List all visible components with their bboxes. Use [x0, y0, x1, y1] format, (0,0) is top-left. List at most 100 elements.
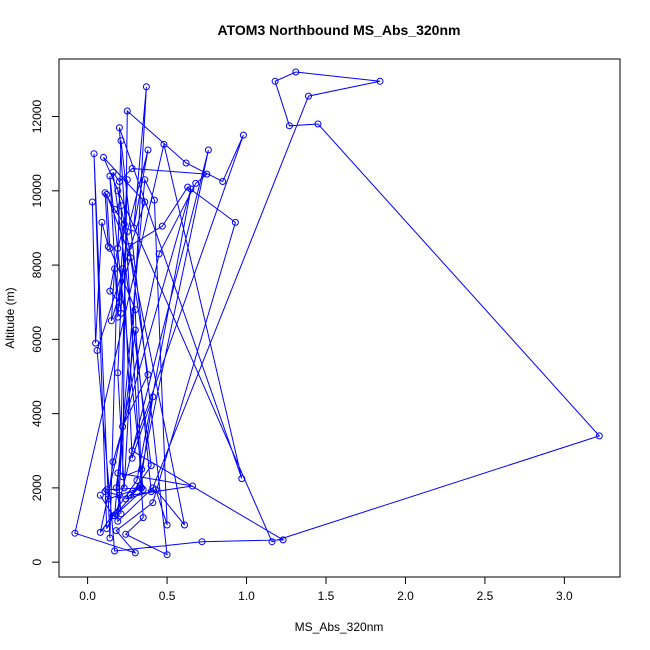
data-point [136, 484, 144, 492]
x-tick-label: 1.5 [318, 589, 335, 603]
data-point [182, 159, 190, 167]
data-point [127, 254, 134, 262]
data-point [292, 68, 300, 76]
data-point [192, 179, 200, 187]
data-point [92, 339, 100, 347]
y-tick-label: 2000 [30, 474, 44, 501]
data-point [123, 107, 131, 115]
data-point [123, 176, 131, 184]
data-point [115, 124, 123, 132]
data-point [103, 486, 111, 494]
data-point [122, 530, 130, 538]
data-point [117, 137, 125, 145]
data-point [93, 347, 101, 354]
y-axis: 0 2000 4000 6000 8000 10000 12000 [30, 100, 60, 565]
data-point [100, 153, 107, 161]
data-point [285, 122, 293, 130]
data-point [119, 265, 127, 273]
data-point [163, 551, 171, 559]
data-point [115, 491, 123, 499]
data-point [138, 465, 146, 473]
data-point [160, 140, 168, 148]
data-point [127, 491, 134, 499]
data-point [114, 313, 122, 321]
data-point [96, 528, 104, 536]
data-point [136, 482, 144, 490]
data-point [112, 484, 120, 492]
data-point [114, 369, 122, 377]
chart-title: ATOM3 Northbound MS_Abs_320nm [218, 22, 461, 38]
data-point [104, 243, 112, 250]
data-point [141, 176, 149, 184]
data-point [131, 326, 139, 334]
data-point [144, 371, 152, 379]
data-point [109, 168, 117, 176]
y-tick-label: 6000 [30, 326, 44, 353]
data-point [125, 243, 133, 250]
data-point [189, 482, 196, 490]
data-point [117, 510, 125, 518]
data-point [119, 473, 127, 481]
data-point [238, 475, 246, 483]
data-point [128, 454, 136, 462]
data-point [279, 536, 287, 544]
data-point [96, 491, 104, 499]
data-point [133, 477, 141, 484]
y-tick-label: 0 [30, 558, 44, 565]
x-axis: 0.0 0.5 1.0 1.5 2.0 2.5 3.0 [79, 576, 573, 603]
data-point [268, 538, 276, 546]
data-point [147, 462, 155, 470]
data-point [120, 220, 128, 228]
data-layer [71, 68, 603, 559]
y-tick-label: 10000 [30, 174, 44, 208]
data-point [150, 196, 158, 204]
data-point [239, 131, 247, 139]
data-point [103, 525, 111, 533]
data-point [131, 549, 139, 557]
data-point [203, 170, 211, 178]
x-tick-label: 2.5 [477, 589, 494, 603]
data-point [90, 150, 98, 158]
x-tick-label: 3.0 [556, 589, 573, 603]
data-point [109, 512, 117, 520]
data-point [181, 521, 188, 529]
series-line [74, 71, 601, 556]
data-point [117, 202, 125, 210]
data-point [71, 529, 79, 537]
y-tick-label: 12000 [30, 100, 44, 134]
data-point [101, 488, 109, 496]
data-point [141, 198, 149, 206]
data-point [123, 228, 131, 236]
data-point [106, 534, 114, 542]
data-point [139, 514, 147, 522]
data-point [107, 317, 115, 325]
data-point [122, 495, 130, 503]
data-point [376, 77, 384, 85]
data-point [101, 189, 109, 197]
data-point [131, 306, 139, 314]
data-point [104, 495, 112, 503]
data-point [128, 447, 136, 455]
data-point [231, 218, 239, 226]
data-point [106, 244, 114, 252]
y-tick-label: 8000 [30, 251, 44, 278]
data-point [149, 499, 157, 507]
data-point [114, 517, 122, 525]
data-point [114, 187, 122, 195]
data-point [158, 222, 166, 230]
data-point [111, 547, 119, 555]
data-point [163, 521, 171, 529]
x-tick-label: 2.0 [397, 589, 414, 603]
data-point [88, 198, 96, 206]
data-point [109, 458, 117, 466]
data-point [112, 527, 120, 535]
data-point [111, 265, 119, 273]
x-tick-label: 0.5 [159, 589, 176, 603]
data-point [149, 393, 157, 401]
data-point [119, 423, 127, 431]
data-point [114, 244, 122, 252]
data-point [115, 298, 123, 306]
y-axis-label: Altitude (m) [3, 287, 17, 348]
data-point [115, 178, 123, 185]
